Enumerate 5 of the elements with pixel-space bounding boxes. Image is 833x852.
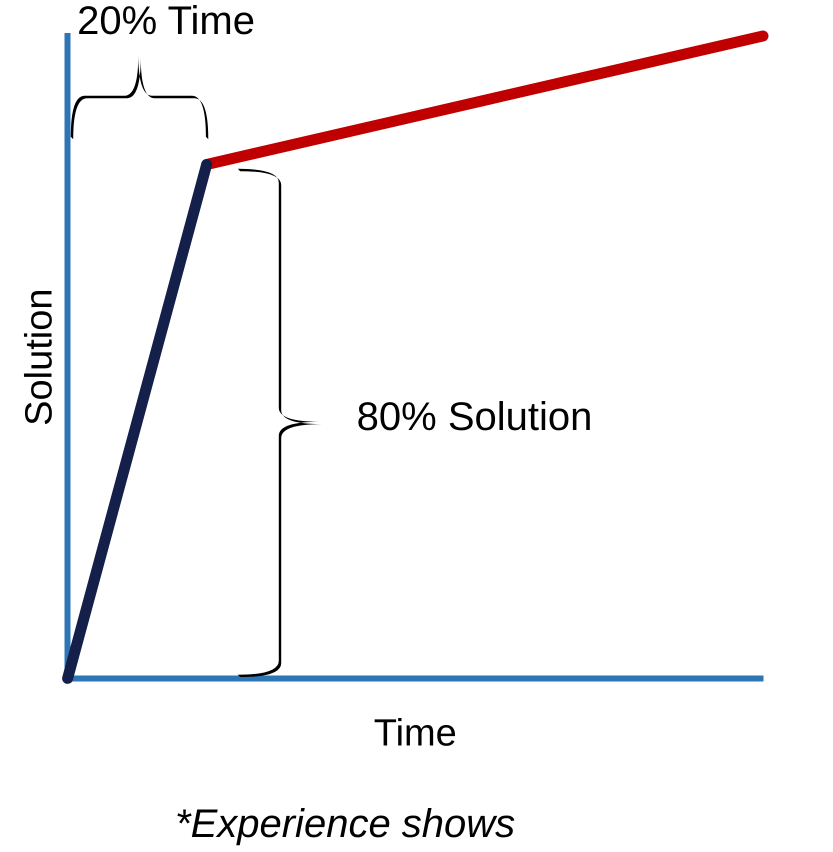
y-axis-title: Solution [18,288,60,426]
text: *Experience shows [175,802,516,847]
annotation: 20% Time [77,0,255,44]
annotation: 80% Solution [356,395,592,440]
x-axis-title: Time [374,712,457,755]
